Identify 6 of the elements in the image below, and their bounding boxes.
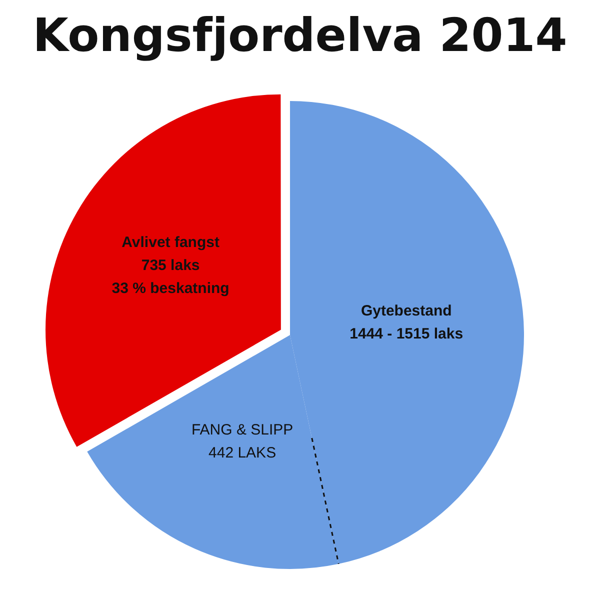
- data-label: 735 laks 33 % beskatning: [112, 257, 230, 298]
- slice-label: FANG & SLIPP: [191, 421, 294, 438]
- slice-label: Gytebestand 1444 - 1515 laks: [350, 302, 464, 342]
- data-label: 442 LAKS: [208, 444, 276, 462]
- slice-label: Avlivet fangst: [122, 234, 220, 252]
- chart-title: Kongsfjordelva 2014: [32, 7, 568, 64]
